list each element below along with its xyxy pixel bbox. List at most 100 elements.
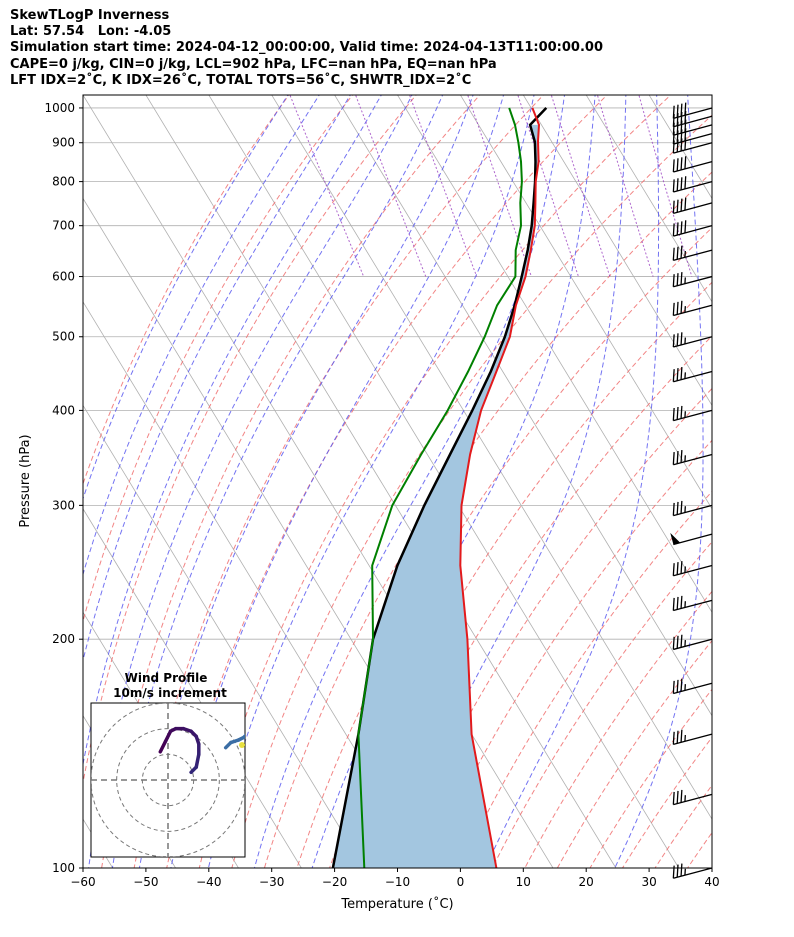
x-tick-label: −40 [196, 875, 221, 889]
title-line-3: Simulation start time: 2024-04-12_00:00:… [10, 40, 603, 55]
wind-barb [672, 367, 713, 383]
isotherm-line [459, 95, 712, 510]
parcel-path-line [331, 107, 548, 868]
x-tick-label: 20 [579, 875, 594, 889]
y-tick-label: 800 [52, 175, 75, 189]
y-tick-label: 400 [52, 403, 75, 417]
wind-barb [672, 561, 713, 577]
dry-adiabat-line [231, 114, 712, 868]
hodograph-trace [158, 739, 168, 754]
y-axis-label: Pressure (hPa) [18, 434, 33, 527]
isotherm-line [334, 95, 712, 717]
isotherm-line [585, 95, 712, 303]
x-tick-label: 30 [641, 875, 656, 889]
cape-area [332, 124, 539, 868]
isotherm-line [773, 92, 794, 885]
isotherm-line [271, 95, 712, 820]
wind-barb [672, 272, 713, 288]
dry-adiabat-line [83, 95, 290, 486]
dry-adiabat-line [83, 95, 417, 786]
wind-barbs [670, 102, 713, 879]
wind-barb [672, 197, 713, 214]
moist-adiabat-line [614, 95, 704, 868]
moist-adiabat-line [484, 95, 660, 868]
dry-adiabat-line [394, 387, 712, 868]
title-line-5: LFT IDX=2˚C, K IDX=26˚C, TOTAL TOTS=56˚C… [10, 73, 472, 88]
wind-barb [672, 300, 713, 317]
dry-adiabat-line [524, 590, 712, 868]
mixing-ratio-line [596, 95, 654, 277]
moist-adiabat-line [253, 95, 566, 868]
wind-barb [672, 500, 713, 517]
y-tick-label: 1000 [44, 101, 75, 115]
isotherm-line [711, 95, 712, 96]
x-tick-label: −50 [133, 875, 158, 889]
mixing-ratio-line [517, 95, 579, 277]
x-tick-label: 40 [704, 875, 719, 889]
moist-adiabat-line [111, 95, 444, 868]
moist-adiabat-line [719, 92, 765, 885]
isotherm-line [83, 95, 554, 868]
hodograph-trace [163, 729, 173, 744]
wind-barb [672, 332, 713, 348]
dry-adiabat-line [263, 171, 712, 868]
hodograph-plot [91, 703, 264, 857]
mixing-ratio-line [409, 95, 478, 277]
x-axis-label: Temperature (˚C) [340, 896, 453, 912]
wind-barb [672, 220, 713, 237]
wind-barb [672, 137, 713, 154]
hodograph-trace [194, 752, 201, 769]
hodograph-end-point [239, 742, 245, 748]
wind-barb [672, 678, 713, 695]
dry-adiabat-line [198, 95, 672, 868]
wind-barb [672, 102, 713, 119]
y-tick-label: 600 [52, 270, 75, 284]
wind-barb [672, 156, 713, 173]
dry-adiabat-line [621, 736, 712, 868]
x-tick-label: 10 [516, 875, 531, 889]
dry-adiabat-line [589, 688, 712, 868]
x-tick-label: 0 [457, 875, 465, 889]
moist-adiabat-line [170, 95, 505, 868]
wind-barb [672, 634, 713, 651]
dry-adiabat-line [426, 439, 712, 868]
dry-adiabat-line [750, 92, 794, 872]
hodograph-trace-upper [254, 727, 259, 730]
moist-adiabat-line [138, 95, 474, 868]
dry-adiabat-line [718, 92, 794, 872]
dry-adiabat-line [686, 831, 712, 868]
moist-adiabat-line [88, 95, 413, 868]
hodograph-inset: Wind Profile 10m/s increment [90, 671, 264, 858]
isotherm-line [397, 95, 712, 614]
hodograph-trace-upper [259, 725, 264, 728]
x-tick-label: −30 [259, 875, 284, 889]
moist-adiabat-line [386, 95, 627, 868]
mixing-ratio-line [638, 95, 693, 277]
wind-barb [670, 532, 713, 546]
y-tick-label: 200 [52, 632, 75, 646]
hodograph-trace-upper [241, 733, 245, 740]
isotherm-line [145, 95, 617, 868]
hodograph-title: Wind Profile [125, 671, 208, 685]
y-tick-label: 500 [52, 330, 75, 344]
title-line-4: CAPE=0 j/kg, CIN=0 j/kg, LCL=902 hPa, LF… [10, 57, 497, 72]
dewpoint-line [357, 107, 523, 868]
dry-adiabat-line [296, 226, 712, 868]
hodograph-subtitle: 10m/s increment [113, 686, 227, 700]
wind-barb [672, 450, 713, 466]
dry-adiabat-line [459, 490, 712, 868]
x-tick-label: −20 [322, 875, 347, 889]
moist-adiabat-line [207, 95, 535, 868]
mixing-ratio-line [289, 95, 365, 277]
y-tick-label: 900 [52, 136, 75, 150]
mixing-ratio-line [355, 95, 427, 277]
x-tick-label: −10 [385, 875, 410, 889]
profiles [331, 107, 548, 868]
title-line-1: SkewTLogP Inverness [10, 8, 170, 23]
hodograph-trace-upper [249, 730, 254, 733]
wind-barb [672, 729, 713, 746]
wind-barb [672, 405, 713, 422]
title-line-2: Lat: 57.54 Lon: -4.05 [10, 24, 172, 39]
wind-barb [672, 595, 713, 612]
